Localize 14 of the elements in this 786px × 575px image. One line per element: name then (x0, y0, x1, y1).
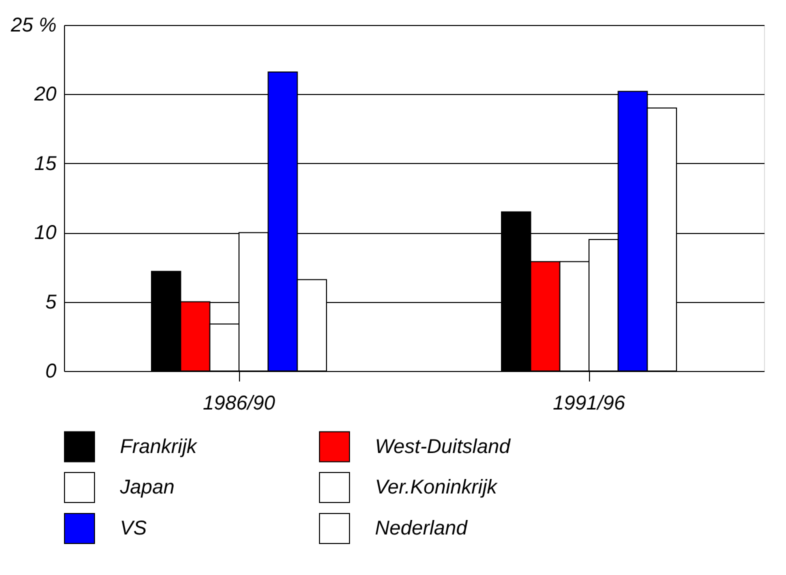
y-tick-label: 0 (45, 360, 56, 382)
x-tick-label: 1991/96 (552, 392, 626, 414)
x-tick-label: 1986/90 (202, 392, 276, 414)
y-tick-label: 15 (34, 152, 58, 175)
legend-label: Ver.Koninkrijk (375, 476, 498, 498)
legend-label: Japan (119, 476, 174, 498)
legend-label: VS (120, 518, 148, 540)
y-tick-label: 10 (34, 222, 56, 244)
legend-label: Frankrijk (120, 436, 198, 458)
legend-label: West-Duitsland (375, 436, 512, 458)
legend-label: Nederland (375, 518, 468, 540)
y-tick-label: 25 % (10, 14, 56, 36)
y-tick-label: 5 (45, 291, 58, 314)
y-tick-label: 20 (33, 84, 56, 106)
